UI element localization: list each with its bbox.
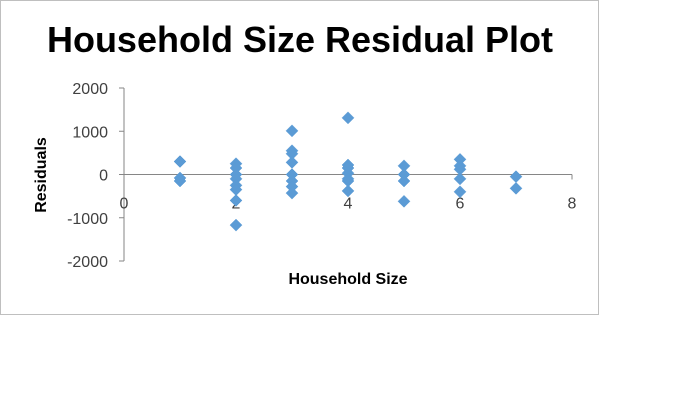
chart-title: Household Size Residual Plot	[47, 19, 553, 60]
y-axis-title: Residuals	[33, 137, 50, 213]
data-point	[509, 170, 523, 184]
y-tick-label: -2000	[67, 254, 108, 271]
x-tick-label: 8	[568, 196, 577, 213]
data-point	[453, 172, 467, 186]
chart-area	[0, 0, 599, 315]
data-point	[341, 184, 355, 198]
y-tick-label: 0	[99, 168, 108, 185]
data-point	[509, 181, 523, 195]
x-tick-label: 4	[344, 196, 353, 213]
data-point	[341, 111, 355, 125]
data-point	[229, 194, 243, 207]
data-point	[397, 194, 411, 208]
data-point	[397, 174, 411, 188]
x-tick-label: 0	[120, 196, 129, 213]
x-tick-label: 6	[456, 196, 465, 213]
data-point	[173, 174, 187, 188]
y-tick-label: 2000	[72, 81, 108, 98]
data-point	[285, 186, 299, 200]
data-point	[285, 124, 299, 138]
data-point	[453, 185, 467, 199]
data-point	[285, 156, 299, 169]
data-point	[173, 155, 187, 168]
y-axis: -2000 -1000 0 1000 2000	[67, 81, 125, 271]
data-points	[173, 111, 523, 232]
x-axis-title: Household Size	[288, 271, 407, 288]
data-point	[229, 218, 243, 232]
y-tick-label: 1000	[72, 124, 108, 141]
y-tick-label: -1000	[67, 211, 108, 228]
